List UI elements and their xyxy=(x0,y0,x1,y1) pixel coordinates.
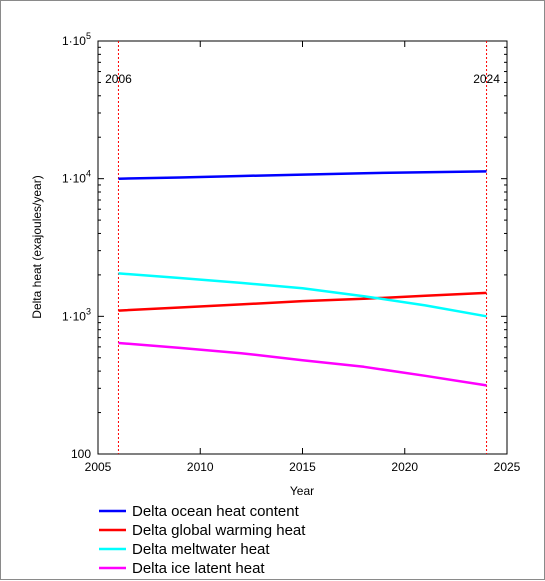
y-tick-mantissa: 100 xyxy=(71,447,91,461)
x-tick-label: 2025 xyxy=(494,460,521,474)
legend-label-3: Delta meltwater heat xyxy=(132,541,270,558)
x-tick-label: 2005 xyxy=(85,460,112,474)
legend: Delta ocean heat content Delta global war… xyxy=(99,503,306,577)
reference-label-2024: 2024 xyxy=(473,72,500,86)
y-tick-label: 1·103 xyxy=(62,306,91,323)
series-line-2 xyxy=(118,291,487,312)
y-tick-label: 1·105 xyxy=(62,31,91,48)
x-axis-title: Year xyxy=(290,484,314,498)
y-tick-exponent: 3 xyxy=(86,306,91,316)
series-line-1 xyxy=(118,170,487,180)
y-tick-exponent: 5 xyxy=(86,31,91,41)
y-tick-exponent: 4 xyxy=(86,169,91,179)
y-tick-mantissa: 1·10 xyxy=(62,34,86,48)
y-tick-label: 100 xyxy=(71,447,91,461)
y-tick-mantissa: 1·10 xyxy=(62,172,86,186)
legend-label-4: Delta ice latent heat xyxy=(132,560,265,577)
y-tick-label: 1·104 xyxy=(62,169,91,186)
series-line-4 xyxy=(118,341,487,387)
y-axis-title: Delta heat (exajoules/year) xyxy=(30,175,44,318)
reference-label-2006: 2006 xyxy=(105,72,132,86)
y-tick-mantissa: 1·10 xyxy=(62,309,86,323)
plot-area xyxy=(97,40,508,455)
legend-label-2: Delta global warming heat xyxy=(132,522,306,539)
series-line-3 xyxy=(118,272,487,318)
legend-label-1: Delta ocean heat content xyxy=(132,503,300,520)
x-tick-label: 2020 xyxy=(391,460,418,474)
x-tick-label: 2010 xyxy=(187,460,214,474)
x-tick-label: 2015 xyxy=(289,460,316,474)
